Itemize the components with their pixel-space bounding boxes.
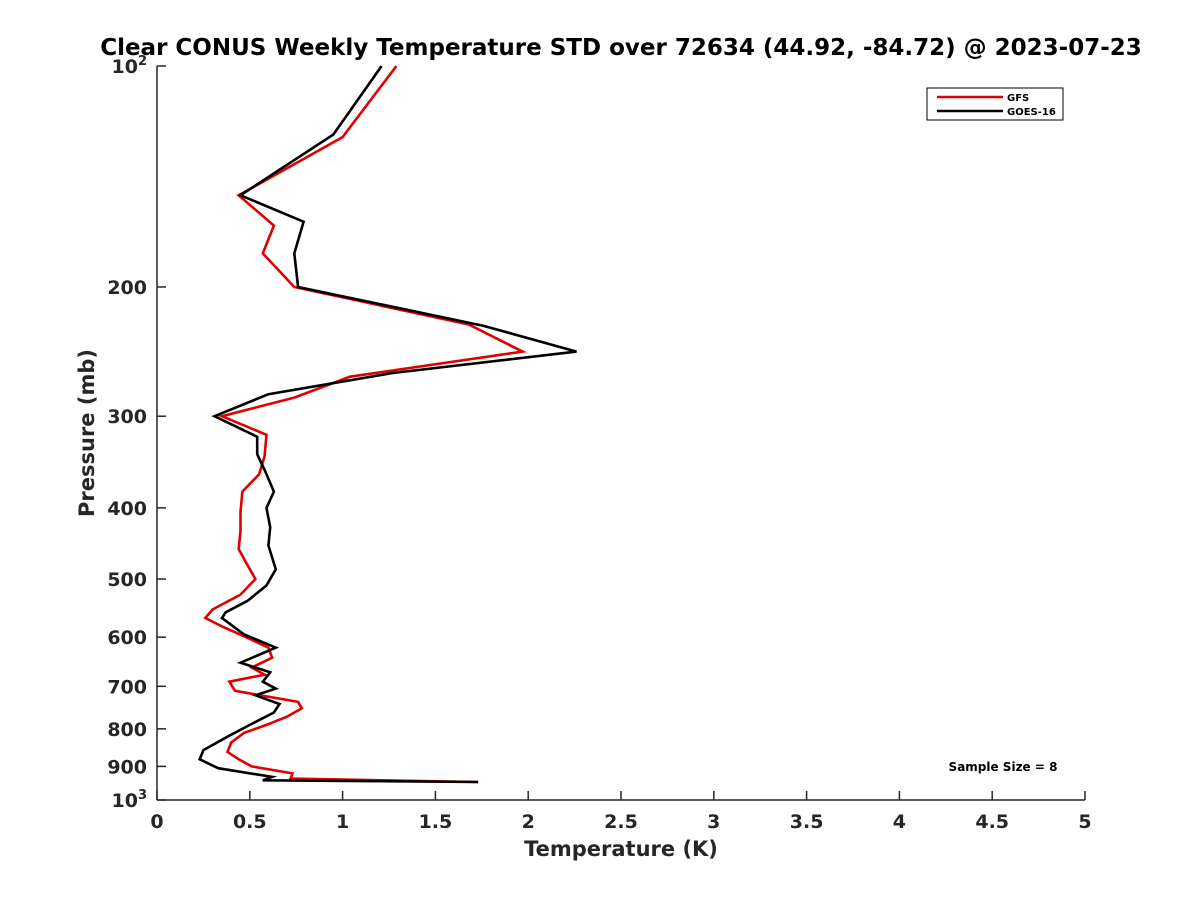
y-tick-label: 500: [107, 569, 147, 591]
series-line-gfs: [203, 65, 527, 784]
legend: GFS GOES-16: [926, 87, 1064, 121]
x-axis-label: Temperature (K): [524, 837, 718, 861]
y-tick-label: 600: [107, 627, 147, 649]
x-tick-label: 3: [707, 811, 720, 833]
legend-box: [926, 87, 1064, 121]
x-tick-label: 2.5: [604, 811, 638, 833]
x-tick-label: 0.5: [233, 811, 267, 833]
y-ticks: 102 200 300 400 500 600 700 800 900 103: [107, 54, 166, 812]
y-tick-label: 700: [107, 676, 147, 698]
x-tick-label: 1: [336, 811, 349, 833]
legend-label-gfs: GFS: [1007, 93, 1029, 104]
series-layer: [198, 65, 577, 784]
y-tick-label: 900: [107, 756, 147, 778]
y-tick-label: 103: [112, 788, 148, 812]
sample-size-annotation: Sample Size = 8: [949, 760, 1058, 774]
series-line-goes16: [198, 65, 577, 784]
y-tick-label: 800: [107, 719, 147, 741]
x-ticks: 0 0.5 1 1.5 2 2.5 3 3.5 4 4.5 5: [150, 791, 1092, 833]
x-tick-label: 2: [522, 811, 535, 833]
plot-area: 0 0.5 1 1.5 2 2.5 3 3.5 4 4.5 5 102 200 300 400 500 600…: [107, 54, 1091, 833]
x-tick-label: 3.5: [790, 811, 824, 833]
y-tick-label: 300: [107, 406, 147, 428]
x-tick-label: 5: [1078, 811, 1091, 833]
chart-title: Clear CONUS Weekly Temperature STD over …: [100, 35, 1142, 61]
x-tick-label: 1.5: [419, 811, 453, 833]
legend-label-goes16: GOES-16: [1007, 107, 1056, 118]
y-axis-label: Pressure (mb): [75, 349, 99, 517]
x-tick-label: 4: [893, 811, 906, 833]
y-tick-label: 200: [107, 277, 147, 299]
x-tick-label: 4.5: [975, 811, 1009, 833]
y-tick-label: 102: [112, 54, 148, 78]
y-tick-label: 400: [107, 498, 147, 520]
x-tick-label: 0: [150, 811, 163, 833]
